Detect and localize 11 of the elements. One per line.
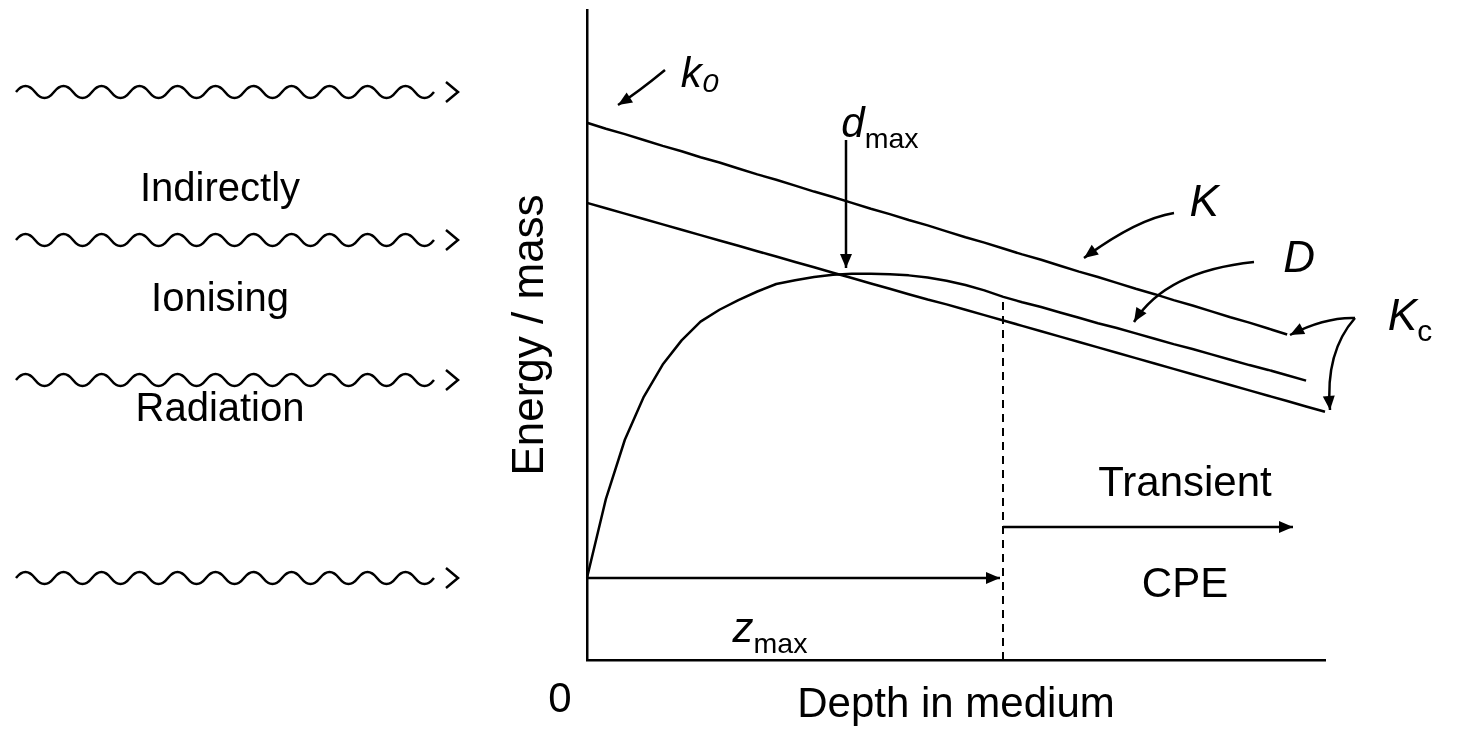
- text: Ionising: [151, 275, 289, 320]
- text: k₀: [680, 48, 720, 96]
- text: 0: [548, 673, 572, 721]
- series-label: K: [1189, 175, 1221, 225]
- text: D: [1283, 231, 1315, 281]
- y-axis-title: Energy / mass: [502, 194, 552, 476]
- text: Radiation: [135, 385, 305, 430]
- annotation: CPE: [1141, 558, 1229, 606]
- text: Indirectly: [139, 165, 301, 210]
- x-axis-title: Depth in medium: [797, 678, 1115, 726]
- annotation: Transient: [1098, 457, 1273, 505]
